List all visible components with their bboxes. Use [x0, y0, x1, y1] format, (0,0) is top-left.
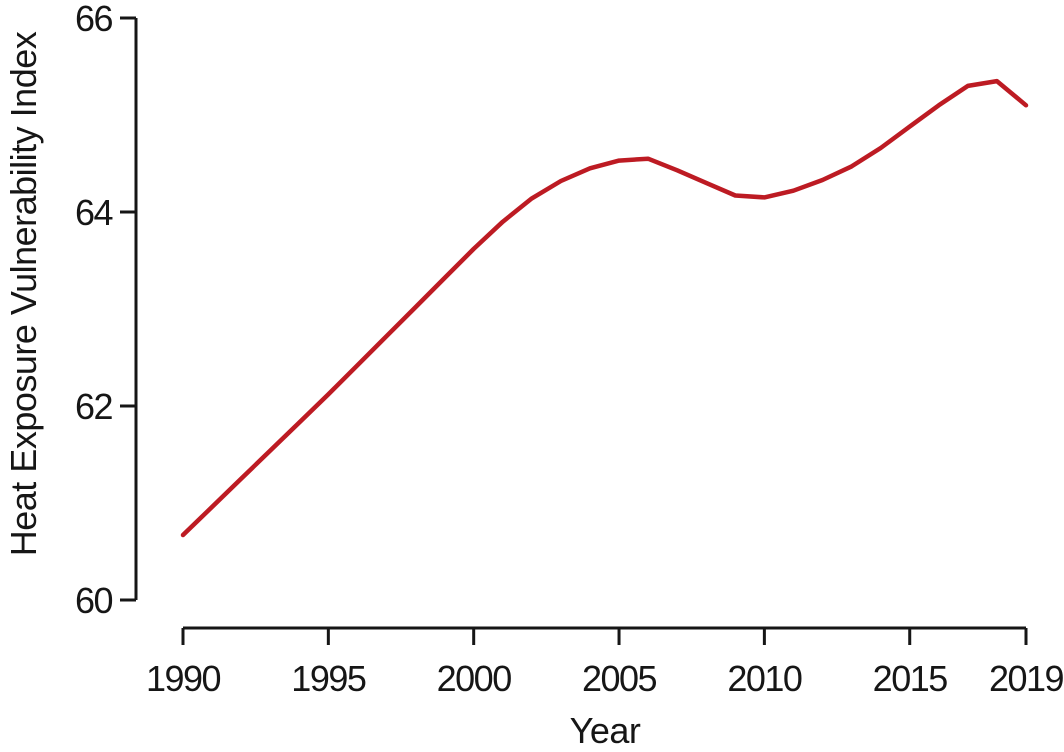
y-tick-label: 62 — [75, 386, 113, 427]
x-tick-label: 2010 — [727, 658, 802, 699]
x-tick-label: 2005 — [582, 658, 657, 699]
y-tick-label: 60 — [75, 580, 113, 621]
x-tick-label: 2000 — [437, 658, 512, 699]
y-tick-label: 66 — [75, 0, 113, 39]
data-line-heat-exposure — [180, 78, 1029, 538]
y-tick-label: 64 — [75, 192, 113, 233]
axes-layer: 60 62 64 66 1990 1995 2000 2005 2010 2015 2019 — [75, 0, 1064, 699]
x-axis-title: Year — [570, 710, 641, 751]
x-tick-label: 2019 — [989, 658, 1064, 699]
series-layer — [180, 78, 1029, 538]
y-axis-title: Heat Exposure Vulnerability Index — [3, 31, 44, 556]
x-tick-label: 1995 — [291, 658, 366, 699]
x-tick-label: 2015 — [873, 658, 948, 699]
x-tick-label: 1990 — [146, 658, 221, 699]
